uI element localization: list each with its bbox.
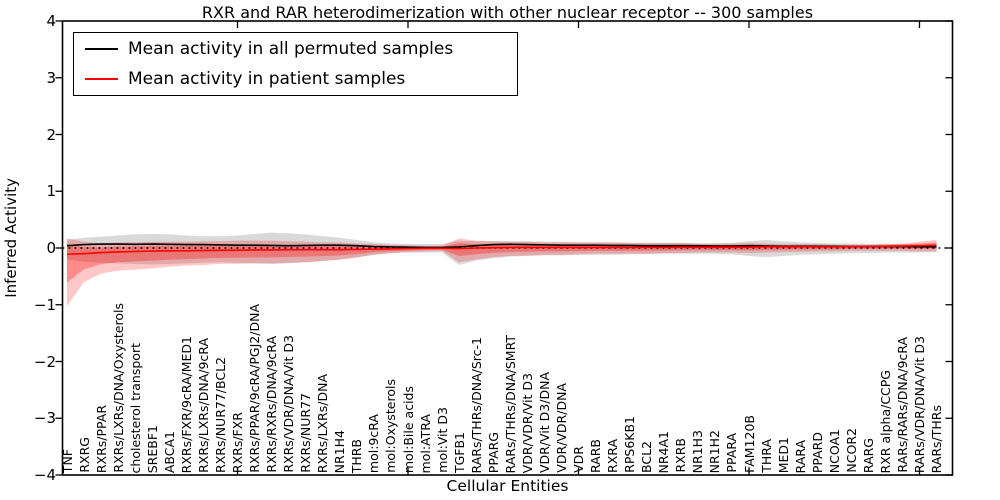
x-tick-label: FAM120B: [741, 415, 757, 473]
legend: Mean activity in all permuted samples Me…: [73, 32, 518, 96]
x-tick-label: RARs/THRs/DNA/SMRT: [502, 334, 518, 473]
x-tick-label: RXRs/LXRs/DNA: [315, 373, 331, 473]
x-tick-label: THRA: [758, 439, 774, 473]
x-tick-label: RXRs/FXR: [230, 411, 245, 473]
x-tick-label: RARs/THRs: [929, 404, 945, 473]
x-tick-label: RARA: [792, 439, 808, 473]
x-tick-label: NCOR2: [843, 428, 859, 473]
x-tick-label: RARs/RARs/DNA/9cRA: [894, 337, 910, 473]
chart-title: RXR and RAR heterodimerization with othe…: [201, 3, 814, 22]
band-permuted: [67, 232, 937, 266]
x-tick-label: THRB: [349, 438, 365, 473]
x-tick-label: VDR/Vit D3/DNA: [536, 371, 552, 473]
x-tick-label: RXR alpha/CCPG: [877, 369, 893, 473]
x-tick-label: RARG: [860, 437, 876, 473]
x-tick-label: RARs/THRs/DNA/Src-1: [468, 336, 484, 473]
x-tick-label: PPARD: [809, 431, 825, 473]
legend-line-red-icon: [85, 78, 118, 80]
x-tick-label: RXRB: [673, 438, 689, 473]
x-tick-label: TNF: [59, 448, 75, 473]
x-tick-label: RARs/VDR/DNA/Vit D3: [912, 335, 927, 473]
x-tick-label: RXRA: [605, 439, 621, 473]
x-tick-label: RXRs/LXRs/DNA/9cRA: [195, 338, 211, 473]
y-tick-label: −4: [33, 466, 56, 484]
x-tick-label: RARB: [588, 439, 604, 473]
y-axis-label: Inferred Activity: [2, 178, 20, 298]
x-tick-label: TGFB1: [451, 431, 467, 473]
x-tick-label: MED1: [775, 436, 791, 473]
x-tick-label: RXRG: [76, 437, 92, 473]
legend-entry-patient: Mean activity in patient samples: [74, 65, 517, 93]
x-tick-label: PPARG: [485, 431, 501, 473]
y-tick-label: 2: [46, 125, 56, 144]
y-tick-label: −2: [33, 352, 56, 371]
x-tick-label: VDR/VDR/DNA: [553, 383, 569, 473]
x-tick-label: RXRs/RXRs/DNA/9cRA: [264, 336, 280, 473]
x-tick-label: mol:9cRA: [366, 413, 382, 473]
y-tick-label: −1: [33, 295, 56, 314]
x-tick-label: PPARA: [724, 433, 740, 473]
x-tick-label: NR1H4: [332, 429, 348, 473]
x-tick-label: RXRs/PPAR: [93, 404, 109, 473]
x-tick-label: SREBF1: [144, 424, 160, 473]
legend-label: Mean activity in patient samples: [128, 69, 406, 89]
x-tick-label: mol:Vit D3: [434, 407, 450, 473]
x-tick-label: RXRs/NUR77: [298, 393, 314, 473]
x-tick-label: mol:ATRA: [417, 413, 433, 473]
x-tick-label: RXRs/LXRs/DNA/Oxysterols: [110, 303, 126, 473]
x-tick-label: mol:Oxysterols: [383, 379, 399, 473]
y-tick-label: 0: [46, 239, 56, 257]
line-patient-mean: [66, 244, 937, 256]
y-tick-label: −3: [33, 409, 56, 428]
y-tick-label: 1: [46, 182, 56, 201]
y-tick-label: 3: [46, 68, 56, 87]
legend-label: Mean activity in all permuted samples: [128, 39, 454, 59]
x-tick-label: RXRs/NUR77/BCL2: [212, 357, 228, 473]
x-tick-label: NR1H3: [690, 429, 706, 473]
x-tick-label: VDR: [571, 446, 586, 473]
x-axis-label: Cellular Entities: [446, 477, 569, 495]
x-tick-label: RXRs/PPAR/9cRA/PGJ2/DNA: [247, 304, 263, 473]
x-tick-label: NR4A1: [656, 430, 672, 474]
y-tick-label: 4: [46, 12, 56, 30]
band-patient-inner: [67, 242, 937, 283]
x-tick-label: RXRs/VDR/DNA/Vit D3: [281, 335, 297, 473]
x-tick-label: NR1H2: [707, 429, 723, 473]
x-tick-label: cholesterol transport: [127, 342, 143, 473]
x-tick-label: RPS6KB1: [622, 416, 638, 473]
x-tick-label: VDR/VDR/Vit D3: [519, 372, 535, 473]
legend-entry-permuted: Mean activity in all permuted samples: [74, 35, 517, 63]
x-tick-label: NCOA1: [826, 428, 842, 473]
x-tick-label: mol:Bile acids: [400, 385, 416, 473]
band-patient-outer: [67, 238, 937, 306]
x-tick-label: BCL2: [639, 440, 655, 473]
x-tick-label: RXRs/FXR/9cRA/MED1: [178, 335, 194, 473]
legend-line-black-icon: [85, 48, 118, 50]
x-tick-label: ABCA1: [161, 430, 177, 473]
